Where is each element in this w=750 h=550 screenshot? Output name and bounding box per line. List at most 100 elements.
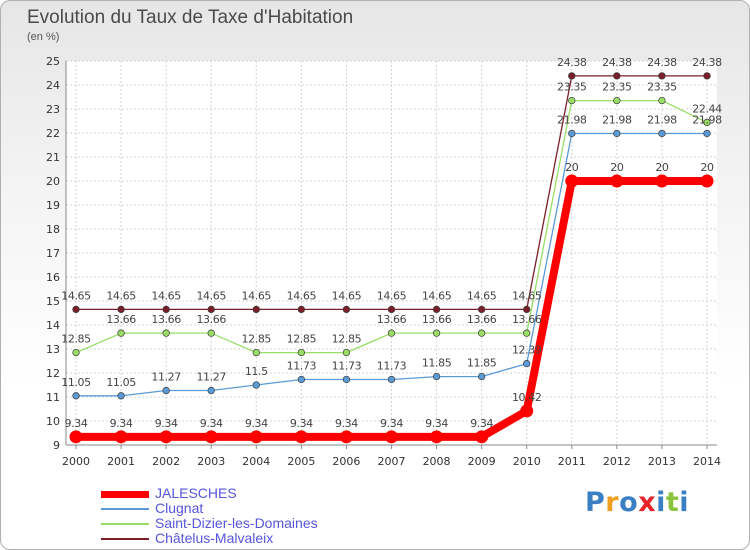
data-point (114, 430, 128, 444)
data-point (432, 305, 441, 314)
data-label: 11.05 (61, 376, 91, 389)
data-point (613, 129, 621, 138)
logo-letter: t (665, 487, 680, 518)
data-label: 20 (610, 161, 624, 174)
data-label: 13.66 (196, 313, 226, 326)
x-tick-label: 2001 (107, 455, 135, 468)
y-tick-label: 9 (53, 439, 60, 452)
data-label: 10.42 (512, 391, 542, 404)
legend-swatch (101, 508, 149, 510)
data-label: 9.34 (290, 417, 313, 430)
x-tick-label: 2010 (513, 455, 541, 468)
data-point (207, 305, 215, 314)
series-ch-telus-malvaleix (72, 72, 711, 314)
data-point (703, 72, 711, 80)
data-label: 14.65 (196, 289, 226, 302)
data-point (655, 174, 669, 188)
legend-swatch (101, 491, 149, 498)
series-saint-dizier-les-domaines (72, 96, 711, 357)
logo-letter: o (619, 487, 639, 518)
data-label: 23.35 (647, 81, 677, 94)
data-point (568, 72, 576, 80)
data-point (342, 348, 351, 357)
data-label: 20 (655, 161, 669, 174)
data-point (387, 375, 396, 384)
x-tick-label: 2012 (603, 455, 631, 468)
line-chart: 9 10 11 12 13 14 15 16 17 18 19 20 21 22 23 24 25 2000 200… (46, 55, 723, 468)
data-label: 9.34 (470, 417, 493, 430)
data-point (252, 381, 260, 389)
y-tick-label: 17 (46, 247, 60, 260)
data-label: 13.66 (422, 313, 452, 326)
y-tick-label: 21 (46, 151, 60, 164)
x-tick-label: 2006 (332, 455, 360, 468)
data-point (523, 329, 531, 337)
data-label: 11.73 (287, 359, 317, 372)
data-point (72, 305, 80, 314)
data-label: 14.65 (467, 289, 497, 302)
data-point (207, 386, 215, 395)
data-point (432, 372, 441, 381)
data-point (162, 305, 170, 314)
data-point (72, 348, 80, 357)
data-label: 24.38 (647, 56, 677, 69)
data-label: 11.85 (467, 357, 497, 370)
data-label: 12.85 (61, 333, 91, 346)
data-label: 9.34 (335, 417, 358, 430)
data-label: 12.85 (332, 333, 362, 346)
data-point (339, 430, 353, 444)
data-label: 20 (565, 161, 579, 174)
x-tick-label: 2007 (378, 455, 406, 468)
data-label: 9.34 (425, 417, 448, 430)
data-point (72, 392, 80, 400)
data-point (297, 348, 306, 357)
data-label: 9.34 (65, 417, 88, 430)
data-point (658, 129, 666, 138)
data-label: 21.98 (557, 113, 587, 126)
legend-swatch (101, 538, 149, 540)
data-point (568, 96, 576, 105)
legend-label: JALESCHES (155, 485, 237, 501)
data-point (252, 348, 260, 357)
series-clugnat (72, 129, 711, 400)
data-label: 9.34 (110, 417, 133, 430)
data-point (432, 329, 441, 337)
legend-label: Châtelus-Malvaleix (155, 530, 274, 546)
y-tick-label: 14 (46, 319, 60, 332)
data-point (475, 430, 489, 444)
data-point (297, 375, 306, 384)
data-label: 23.35 (602, 81, 632, 94)
data-label: 11.85 (422, 357, 452, 370)
y-tick-label: 16 (46, 271, 60, 284)
x-tick-label: 2014 (693, 455, 721, 468)
x-tick-label: 2002 (152, 455, 180, 468)
logo-letter: i (679, 487, 690, 518)
y-axis-unit-label: (en %) (27, 31, 60, 43)
data-label: 24.38 (692, 56, 722, 69)
data-label: 14.65 (151, 289, 181, 302)
data-point (477, 372, 486, 381)
data-point (162, 329, 170, 337)
chart-title: Evolution du Taux de Taxe d'Habitation (27, 7, 354, 28)
data-label: 14.65 (512, 289, 542, 302)
data-point (204, 430, 218, 444)
legend-label: Saint-Dizier-les-Domaines (155, 515, 318, 531)
x-tick-label: 2008 (423, 455, 451, 468)
data-point (385, 430, 398, 444)
data-label: 20 (700, 161, 714, 174)
data-label: 21.98 (692, 113, 722, 126)
data-label: 13.66 (467, 313, 497, 326)
x-tick-label: 2000 (62, 455, 90, 468)
y-tick-label: 15 (46, 295, 60, 308)
x-tick-label: 2013 (648, 455, 676, 468)
data-point (610, 174, 624, 188)
data-point (342, 305, 351, 314)
data-label: 12.85 (287, 333, 317, 346)
legend-label: Clugnat (155, 500, 204, 516)
data-label: 24.38 (557, 56, 587, 69)
data-point (613, 72, 621, 80)
data-point (69, 430, 83, 444)
data-point (568, 129, 576, 138)
y-tick-label: 11 (46, 391, 60, 404)
data-label: 11.5 (245, 365, 268, 378)
